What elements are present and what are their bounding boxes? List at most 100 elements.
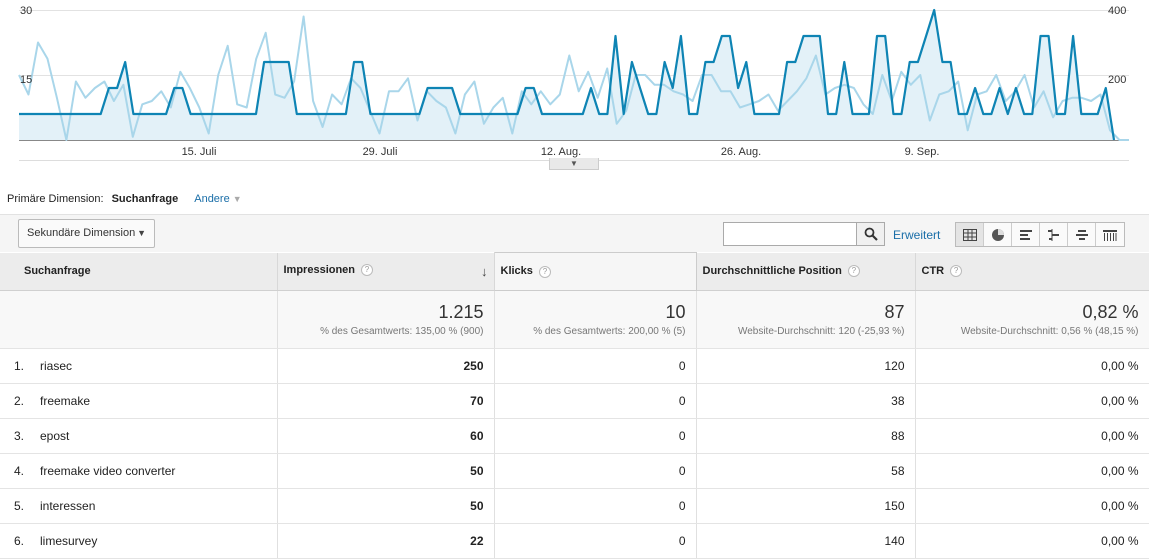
view-table-button[interactable] [956, 223, 984, 246]
row-ctr: 0,00 % [915, 488, 1149, 524]
row-clicks: 0 [494, 488, 697, 524]
search-icon [864, 227, 878, 241]
series-line-0 [19, 8, 1116, 141]
row-index: 6. [14, 534, 25, 548]
header-position-label: Durchschnittliche Position [702, 265, 842, 278]
dimension-bar: Primäre Dimension: Suchanfrage Andere ▼ [7, 193, 242, 205]
y-right-tick-label: 400 [1108, 5, 1126, 17]
view-pivot-button[interactable] [1096, 223, 1124, 246]
row-ctr: 0,00 % [915, 383, 1149, 419]
row-position: 120 [696, 348, 916, 384]
row-clicks: 0 [494, 348, 697, 384]
chart-resize-handle[interactable]: ▼ [549, 158, 599, 170]
header-query[interactable]: Suchanfrage [0, 252, 278, 291]
row-query-cell: 3. epost [0, 418, 278, 454]
row-query-link[interactable]: freemake video converter [40, 464, 176, 478]
table-row: 3. epost 60 0 88 0,00 % [0, 418, 1149, 454]
row-impressions: 60 [277, 418, 495, 454]
dimension-suchanfrage[interactable]: Suchanfrage [111, 193, 179, 205]
view-comparison-button[interactable] [1040, 223, 1068, 246]
secondary-dimension-button[interactable]: Sekundäre Dimension ▼ [18, 219, 155, 248]
row-query-link[interactable]: limesurvey [40, 534, 98, 548]
chevron-down-icon: ▼ [232, 194, 242, 204]
header-ctr-label: CTR [921, 265, 945, 278]
row-position: 140 [696, 523, 916, 559]
totals-ctr-value: 0,82 % [1082, 302, 1139, 322]
table-row: 5. interessen 50 0 150 0,00 % [0, 488, 1149, 524]
table-toolbar: Sekundäre Dimension ▼ Erweitert [0, 214, 1149, 252]
table-grid-icon [962, 228, 977, 241]
view-switcher [955, 222, 1125, 247]
x-tick-label: 9. Sep. [905, 146, 940, 158]
row-query-cell: 5. interessen [0, 488, 278, 524]
row-query-cell: 6. limesurvey [0, 523, 278, 559]
table-row: 1. riasec 250 0 120 0,00 % [0, 348, 1149, 384]
row-position: 88 [696, 418, 916, 454]
totals-empty-cell [0, 290, 278, 349]
row-index: 5. [14, 499, 25, 513]
row-query-cell: 1. riasec [0, 348, 278, 384]
row-index: 4. [14, 464, 25, 478]
view-pie-button[interactable] [984, 223, 1012, 246]
table-row: 6. limesurvey 22 0 140 0,00 % [0, 523, 1149, 559]
totals-impressions-sub: % des Gesamtwerts: 135,00 % (900) [320, 326, 484, 337]
search-button[interactable] [856, 222, 885, 246]
header-ctr[interactable]: CTR? [915, 252, 1149, 291]
bar-chart-icon [1019, 229, 1032, 240]
help-icon[interactable]: ? [847, 265, 860, 278]
table-row: 4. freemake video converter 50 0 58 0,00 … [0, 453, 1149, 489]
sort-descending-icon: ↓ [481, 263, 488, 279]
row-impressions: 50 [277, 488, 495, 524]
row-position: 38 [696, 383, 916, 419]
row-index: 3. [14, 429, 25, 443]
trend-chart-svg: 30 15 400 200 15. Juli 29. Juli 12. Aug. 26. Au… [18, 5, 1129, 161]
row-query-link[interactable]: epost [40, 429, 70, 443]
totals-ctr: 0,82 % Website-Durchschnitt: 0,56 % (48,1… [915, 290, 1149, 349]
x-tick-label: 12. Aug. [541, 146, 581, 158]
advanced-filter-link[interactable]: Erweitert [893, 228, 941, 242]
term-cloud-icon [1075, 229, 1088, 240]
series-line-1 [18, 15, 1129, 141]
trend-chart: 30 15 400 200 15. Juli 29. Juli 12. Aug. 26. Au… [0, 0, 1149, 170]
row-ctr: 0,00 % [915, 453, 1149, 489]
row-impressions: 250 [277, 348, 495, 384]
secondary-dimension-label: Sekundäre Dimension [27, 227, 136, 239]
y-right-tick-label: 200 [1108, 74, 1126, 86]
row-query-link[interactable]: interessen [40, 499, 96, 513]
totals-position-value: 87 [884, 302, 905, 322]
help-icon[interactable]: ? [361, 263, 374, 276]
table-header-row: Suchanfrage Impressionen? ↓ Klicks? Durch… [0, 252, 1149, 291]
view-term-cloud-button[interactable] [1068, 223, 1096, 246]
row-clicks: 0 [494, 383, 697, 419]
series-area-0 [19, 10, 1114, 140]
row-impressions: 70 [277, 383, 495, 419]
totals-impressions-value: 1.215 [438, 302, 484, 322]
header-position[interactable]: Durchschnittliche Position? [696, 252, 916, 291]
header-clicks-label: Klicks [500, 265, 533, 278]
y-left-tick-label: 15 [20, 74, 32, 86]
row-query-cell: 4. freemake video converter [0, 453, 278, 489]
row-ctr: 0,00 % [915, 348, 1149, 384]
help-icon[interactable]: ? [538, 265, 551, 278]
table-search-input[interactable] [723, 222, 857, 246]
primary-dimension-label: Primäre Dimension: [7, 193, 104, 205]
x-tick-label: 29. Juli [363, 146, 398, 158]
row-query-link[interactable]: riasec [40, 359, 73, 373]
row-index: 2. [14, 394, 25, 408]
dimension-other-dropdown[interactable]: Andere ▼ [194, 193, 241, 205]
help-icon[interactable]: ? [950, 265, 963, 278]
data-table: Suchanfrage Impressionen? ↓ Klicks? Durch… [0, 252, 1149, 559]
row-clicks: 0 [494, 418, 697, 454]
totals-position-sub: Website-Durchschnitt: 120 (-25,93 %) [737, 326, 905, 337]
row-clicks: 0 [494, 453, 697, 489]
chevron-down-icon: ▼ [137, 228, 146, 238]
pie-chart-icon [991, 228, 1004, 241]
totals-clicks-value: 10 [665, 302, 686, 322]
x-tick-label: 15. Juli [182, 146, 217, 158]
totals-impressions: 1.215 % des Gesamtwerts: 135,00 % (900) [277, 290, 495, 349]
view-performance-button[interactable] [1012, 223, 1040, 246]
row-query-link[interactable]: freemake [40, 394, 91, 408]
header-clicks[interactable]: Klicks? [493, 252, 697, 291]
totals-ctr-sub: Website-Durchschnitt: 0,56 % (48,15 %) [960, 326, 1139, 337]
header-impressions[interactable]: Impressionen? ↓ [277, 252, 495, 291]
